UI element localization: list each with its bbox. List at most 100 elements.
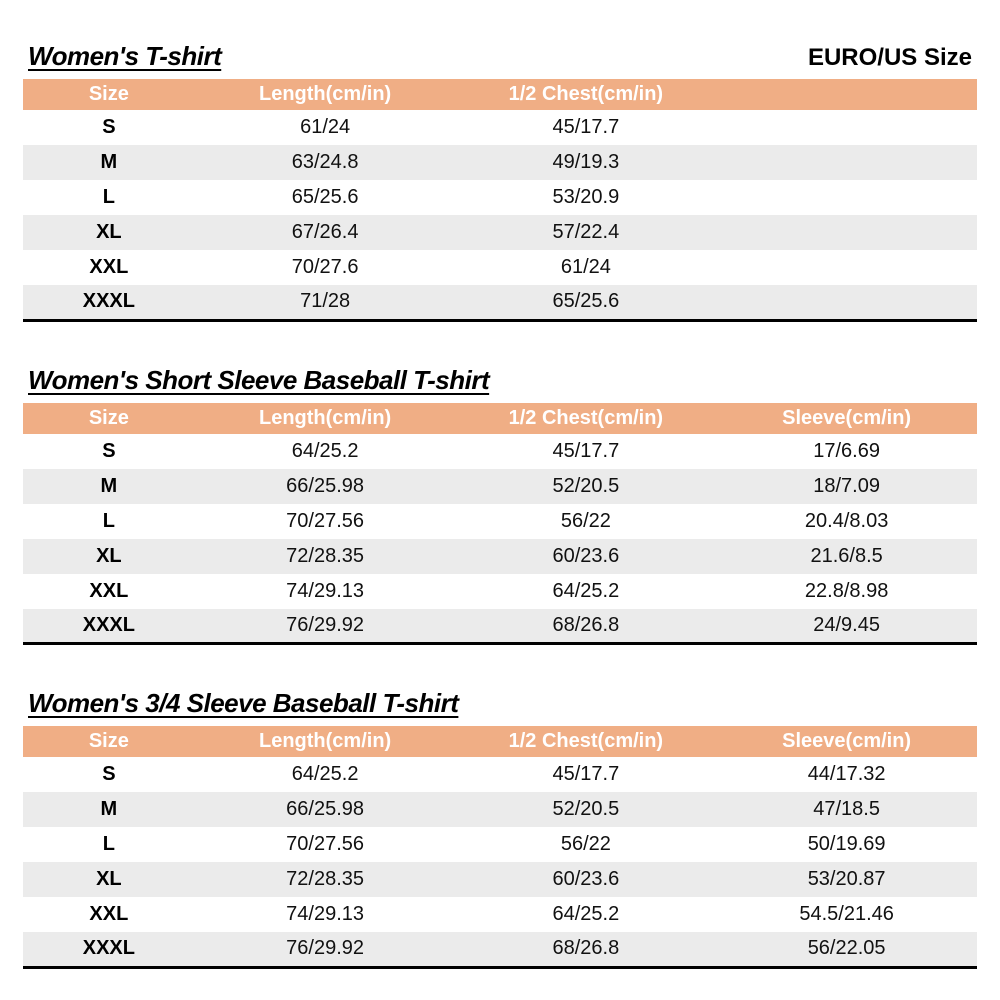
table-row: M 63/24.8 49/19.3 <box>23 145 977 180</box>
value-cell: 45/17.7 <box>552 439 620 462</box>
size-chart-page: Women's T-shirt EURO/US Size Size Length(… <box>23 40 977 969</box>
header-row: Size Length(cm/in) 1/2 Chest(cm/in) <box>23 79 977 110</box>
value-cell: 72/28.35 <box>286 544 365 567</box>
value-cell: 65/25.6 <box>552 290 620 313</box>
value-cell: 54.5/21.46 <box>799 903 894 925</box>
table-row: S 64/25.2 45/17.7 17/6.69 <box>23 434 977 469</box>
value-cell: 72/28.35 <box>286 868 365 890</box>
section-title-row: Women's 3/4 Sleeve Baseball T-shirt <box>23 687 977 719</box>
column-header: Size <box>23 79 195 110</box>
value-cell: 17/6.69 <box>813 439 880 462</box>
size-cell: L <box>102 186 115 208</box>
table-row: S 64/25.2 45/17.7 44/17.32 <box>23 757 977 792</box>
value-cell <box>716 145 977 180</box>
table-title: Women's T-shirt <box>28 41 222 71</box>
value-cell: 45/17.7 <box>552 116 620 138</box>
header-row: Size Length(cm/in) 1/2 Chest(cm/in) Sleeve(… <box>23 726 977 757</box>
header-row: Size Length(cm/in) 1/2 Chest(cm/in) Sleeve(… <box>23 402 977 434</box>
value-cell: 56/22.05 <box>807 937 886 960</box>
value-cell: 64/25.2 <box>552 903 620 925</box>
column-header: 1/2 Chest(cm/in) <box>455 726 717 757</box>
value-cell: 50/19.69 <box>807 833 886 855</box>
value-cell: 63/24.8 <box>291 151 359 173</box>
size-cell: XL <box>96 544 122 567</box>
column-header: Size <box>23 402 195 434</box>
size-cell: XXL <box>89 903 129 925</box>
value-cell: 53/20.9 <box>552 186 620 208</box>
size-cell: S <box>102 439 116 462</box>
column-header: Length(cm/in) <box>194 402 456 434</box>
value-cell: 65/25.6 <box>291 186 359 208</box>
column-header: Length(cm/in) <box>194 726 456 757</box>
size-cell: M <box>100 151 118 173</box>
column-header <box>716 79 977 110</box>
value-cell: 20.4/8.03 <box>804 509 889 532</box>
table-row: L 70/27.56 56/22 20.4/8.03 <box>23 504 977 539</box>
value-cell: 66/25.98 <box>286 798 365 820</box>
value-cell: 64/25.2 <box>552 579 620 602</box>
value-cell: 61/24 <box>300 116 351 138</box>
value-cell: 61/24 <box>560 256 611 278</box>
value-cell: 47/18.5 <box>813 798 880 820</box>
value-cell: 68/26.8 <box>552 613 620 636</box>
value-cell: 18/7.09 <box>813 474 880 497</box>
value-cell: 74/29.13 <box>286 903 365 925</box>
size-cell: S <box>102 116 116 138</box>
table-row: XXL 74/29.13 64/25.2 22.8/8.98 <box>23 574 977 609</box>
value-cell: 53/20.87 <box>807 868 886 890</box>
value-cell: 56/22 <box>560 833 611 855</box>
value-cell: 70/27.6 <box>291 256 359 278</box>
column-header: 1/2 Chest(cm/in) <box>455 402 717 434</box>
value-cell <box>716 110 977 145</box>
table-row: XXXL 76/29.92 68/26.8 56/22.05 <box>23 932 977 967</box>
size-standard-label: EURO/US Size <box>807 44 972 71</box>
column-header: Sleeve(cm/in) <box>716 402 977 434</box>
section-title-row: Women's T-shirt EURO/US Size <box>23 40 977 72</box>
value-cell: 24/9.45 <box>813 613 880 636</box>
section-womens-three-quarter-sleeve-baseball-tshirt: Women's 3/4 Sleeve Baseball T-shirt Size… <box>23 687 977 969</box>
section-womens-short-sleeve-baseball-tshirt: Women's Short Sleeve Baseball T-shirt Si… <box>23 364 977 645</box>
value-cell: 45/17.7 <box>552 763 620 785</box>
value-cell: 76/29.92 <box>286 937 365 960</box>
table-row: S 61/24 45/17.7 <box>23 110 977 145</box>
table-row: XXXL 71/28 65/25.6 <box>23 285 977 320</box>
value-cell <box>716 215 977 250</box>
table-row: M 66/25.98 52/20.5 18/7.09 <box>23 468 977 504</box>
value-cell: 21.6/8.5 <box>810 544 883 567</box>
table-row: XXL 74/29.13 64/25.2 54.5/21.46 <box>23 897 977 932</box>
value-cell: 70/27.56 <box>286 833 365 855</box>
value-cell <box>716 285 977 320</box>
table-row: XL 67/26.4 57/22.4 <box>23 215 977 250</box>
size-cell: XXXL <box>82 937 135 960</box>
value-cell: 52/20.5 <box>552 798 620 820</box>
table-row: XXL 70/27.6 61/24 <box>23 250 977 285</box>
table-row: XXXL 76/29.92 68/26.8 24/9.45 <box>23 608 977 644</box>
value-cell: 67/26.4 <box>291 221 359 243</box>
column-header: Length(cm/in) <box>194 79 456 110</box>
table-row: L 70/27.56 56/22 50/19.69 <box>23 827 977 862</box>
value-cell <box>716 180 977 215</box>
table-row: XL 72/28.35 60/23.6 21.6/8.5 <box>23 538 977 574</box>
value-cell: 49/19.3 <box>552 151 620 173</box>
value-cell: 60/23.6 <box>552 544 620 567</box>
size-table: Size Length(cm/in) 1/2 Chest(cm/in) Sleeve(… <box>23 726 977 969</box>
value-cell: 70/27.56 <box>286 509 365 532</box>
column-header: Sleeve(cm/in) <box>716 726 977 757</box>
column-header: Size <box>23 726 195 757</box>
size-cell: XXXL <box>82 613 135 636</box>
size-table: Size Length(cm/in) 1/2 Chest(cm/in) Sleeve(… <box>23 402 977 645</box>
value-cell: 76/29.92 <box>286 613 365 636</box>
value-cell <box>716 250 977 285</box>
table-row: XL 72/28.35 60/23.6 53/20.87 <box>23 862 977 897</box>
table-title: Women's Short Sleeve Baseball T-shirt <box>28 364 490 395</box>
size-cell: M <box>100 474 118 497</box>
section-womens-tshirt: Women's T-shirt EURO/US Size Size Length(… <box>23 40 977 322</box>
value-cell: 64/25.2 <box>291 763 359 785</box>
value-cell: 57/22.4 <box>552 221 620 243</box>
value-cell: 60/23.6 <box>552 868 620 890</box>
value-cell: 74/29.13 <box>286 579 365 602</box>
size-cell: XXL <box>89 256 129 278</box>
size-cell: XXL <box>89 579 129 602</box>
value-cell: 64/25.2 <box>291 439 359 462</box>
value-cell: 52/20.5 <box>552 474 620 497</box>
